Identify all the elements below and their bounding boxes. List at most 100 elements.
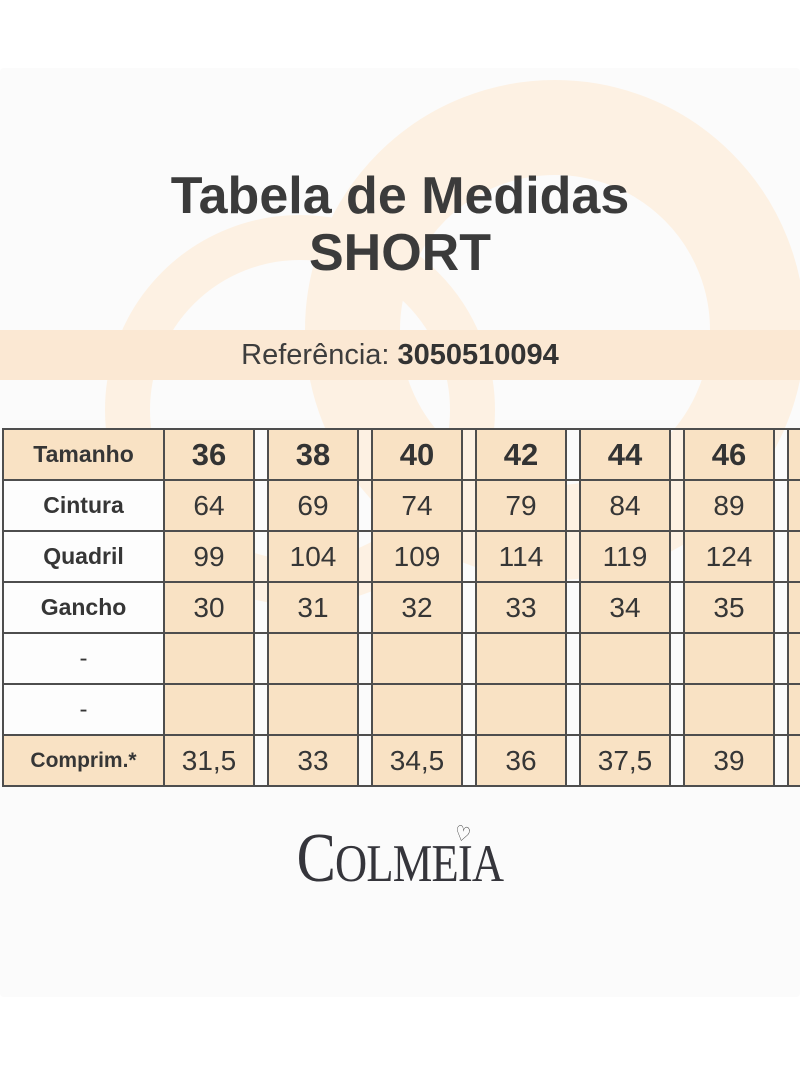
column-gutter (669, 428, 685, 481)
size-header-cell: 38 (267, 428, 359, 481)
row-label-cell: - (2, 683, 165, 736)
size-chart-card: Tabela de Medidas SHORT Referência: 3050… (0, 68, 800, 997)
column-gutter (357, 683, 373, 736)
column-gutter (461, 734, 477, 787)
edge-sliver-cell (787, 428, 800, 481)
size-header-cell: 36 (163, 428, 255, 481)
column-gutter (357, 530, 373, 583)
column-gutter (565, 428, 581, 481)
value-cell: 124 (683, 530, 775, 583)
column-gutter (773, 683, 789, 736)
value-cell: 36 (475, 734, 567, 787)
column-gutter (565, 530, 581, 583)
value-cell: 84 (579, 479, 671, 532)
column-gutter (669, 479, 685, 532)
value-cell: 119 (579, 530, 671, 583)
value-cell: 104 (267, 530, 359, 583)
column-gutter (773, 632, 789, 685)
value-cell: 69 (267, 479, 359, 532)
value-cell (683, 683, 775, 736)
column-gutter (253, 683, 269, 736)
row-label-cell: Quadril (2, 530, 165, 583)
column-gutter (461, 683, 477, 736)
column-gutter (253, 734, 269, 787)
table-row: Cintura 64 69 74 79 84 89 (2, 479, 800, 532)
row-label-cell: Comprim.* (2, 734, 165, 787)
brand-letter-c: C (296, 820, 336, 897)
value-cell: 109 (371, 530, 463, 583)
column-gutter (461, 479, 477, 532)
brand-logo-text: COLME ♡ IA (297, 820, 504, 894)
column-gutter (669, 530, 685, 583)
table-row: Comprim.* 31,5 33 34,5 36 37,5 39 (2, 734, 800, 787)
column-gutter (461, 632, 477, 685)
value-cell: 39 (683, 734, 775, 787)
column-gutter (773, 734, 789, 787)
column-gutter (773, 581, 789, 634)
column-gutter (669, 632, 685, 685)
column-gutter (253, 479, 269, 532)
column-gutter (565, 734, 581, 787)
value-cell (475, 632, 567, 685)
edge-sliver-cell (787, 530, 800, 583)
column-gutter (461, 530, 477, 583)
value-cell: 34,5 (371, 734, 463, 787)
column-gutter (773, 530, 789, 583)
value-cell: 30 (163, 581, 255, 634)
column-gutter (773, 479, 789, 532)
value-cell: 74 (371, 479, 463, 532)
column-gutter (461, 581, 477, 634)
table-row: - (2, 683, 800, 736)
column-gutter (253, 530, 269, 583)
column-gutter (461, 428, 477, 481)
value-cell (267, 683, 359, 736)
row-label-cell: Cintura (2, 479, 165, 532)
column-gutter (669, 734, 685, 787)
table-row: Gancho 30 31 32 33 34 35 (2, 581, 800, 634)
value-cell (267, 632, 359, 685)
page-title-line1: Tabela de Medidas (170, 167, 630, 225)
value-cell: 99 (163, 530, 255, 583)
column-gutter (253, 428, 269, 481)
brand-letter-i: I (457, 835, 473, 893)
value-cell: 33 (475, 581, 567, 634)
reference-bar: Referência: 3050510094 (0, 330, 800, 380)
column-gutter (357, 428, 373, 481)
column-gutter (669, 683, 685, 736)
value-cell: 31 (267, 581, 359, 634)
value-cell (683, 632, 775, 685)
brand-letter-a: A (471, 835, 504, 893)
page-title-line2: SHORT (309, 224, 491, 282)
column-gutter (253, 632, 269, 685)
reference-label: Referência: (241, 339, 390, 371)
column-gutter (357, 632, 373, 685)
value-cell: 79 (475, 479, 567, 532)
measurements-table: Tamanho 36 38 40 42 44 46 Cintura 64 69 74 79 84 89 Qu… (2, 428, 800, 787)
edge-sliver-cell (787, 632, 800, 685)
column-gutter (357, 581, 373, 634)
column-gutter (773, 428, 789, 481)
value-cell: 89 (683, 479, 775, 532)
row-label-cell: Gancho (2, 581, 165, 634)
column-gutter (669, 581, 685, 634)
column-gutter (565, 479, 581, 532)
brand-logo: COLME ♡ IA (0, 820, 800, 894)
value-cell (475, 683, 567, 736)
value-cell: 34 (579, 581, 671, 634)
value-cell (579, 632, 671, 685)
edge-sliver-cell (787, 581, 800, 634)
value-cell: 35 (683, 581, 775, 634)
edge-sliver-cell (787, 479, 800, 532)
table-row: - (2, 632, 800, 685)
value-cell (163, 683, 255, 736)
column-gutter (565, 683, 581, 736)
reference-number: 3050510094 (397, 339, 559, 371)
column-gutter (253, 581, 269, 634)
page-title: Tabela de Medidas SHORT (0, 168, 800, 282)
brand-letters-olme: OLME (335, 835, 459, 893)
column-gutter (565, 581, 581, 634)
table-row: Quadril 99 104 109 114 119 124 (2, 530, 800, 583)
value-cell: 37,5 (579, 734, 671, 787)
edge-sliver-cell (787, 734, 800, 787)
